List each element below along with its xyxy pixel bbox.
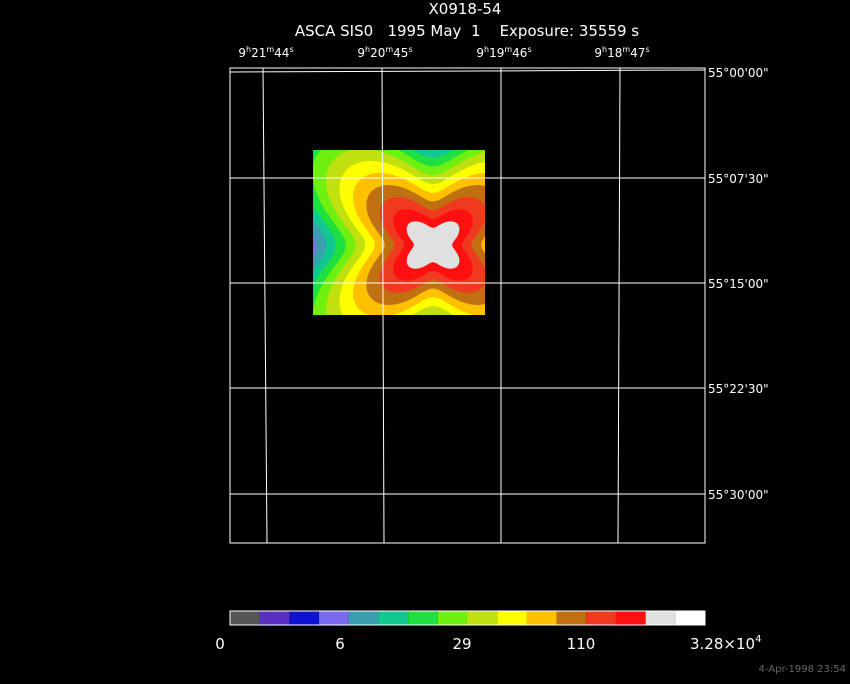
colorbar-cell [467, 611, 498, 625]
colorbar-label: 6 [335, 635, 345, 653]
ra-label-part: 45 [393, 46, 408, 60]
ra-label-part: 9 [594, 46, 602, 60]
colorbar-cell [615, 611, 646, 625]
colorbar-cell [437, 611, 468, 625]
colorbar-label: 29 [452, 635, 471, 653]
ra-label-part: 9 [238, 46, 246, 60]
ra-label-part: m [504, 45, 512, 54]
ra-label: 9h19m46s [476, 45, 531, 60]
colorbar-label: 0 [215, 635, 225, 653]
colorbar-label: 110 [567, 635, 596, 653]
colorbar-frame [229, 610, 706, 626]
ra-label-part: s [289, 45, 293, 54]
dec-label: 55°22'30" [708, 382, 769, 396]
ra-label-part: m [266, 45, 274, 54]
grid-line [229, 69, 706, 73]
colorbar-cell [526, 611, 557, 625]
ra-label: 9h18m47s [594, 45, 649, 60]
exposure-image [313, 150, 485, 315]
ra-label-part: h [365, 45, 370, 54]
ra-label-part: s [527, 45, 531, 54]
ra-label-part: 9 [476, 46, 484, 60]
colorbar-cell [645, 611, 676, 625]
ra-label-part: 47 [630, 46, 645, 60]
ra-label-part: 21 [251, 46, 266, 60]
ra-label-part: h [246, 45, 251, 54]
ra-label-part: 20 [370, 46, 385, 60]
colorbar-cell [319, 611, 349, 625]
grid-line [617, 67, 621, 544]
colorbar-label-base: 3.28×10 [690, 635, 755, 653]
dec-label: 55°15'00" [708, 277, 769, 291]
ra-label-part: 19 [489, 46, 504, 60]
colorbar-cell [408, 611, 438, 625]
colorbar-cell [497, 611, 527, 625]
colorbar-cell [556, 611, 587, 625]
colorbar-label: 3.28×104 [690, 634, 761, 653]
ra-label: 9h20m45s [357, 45, 412, 60]
colorbar-cell [378, 611, 409, 625]
subtitle: ASCA SIS0 1995 May 1 Exposure: 35559 s [295, 22, 639, 40]
ra-label-part: 18 [607, 46, 622, 60]
ra-label-part: s [645, 45, 649, 54]
ra-label-part: s [408, 45, 412, 54]
colorbar-cell [348, 611, 379, 625]
dec-label: 55°00'00" [708, 66, 769, 80]
grid [229, 67, 706, 544]
colorbar-cell [586, 611, 616, 625]
ra-label-part: m [385, 45, 393, 54]
ra-label-part: 44 [274, 46, 289, 60]
title: X0918-54 [429, 0, 502, 18]
colorbar-cell [259, 611, 290, 625]
grid-line [262, 67, 268, 544]
colorbar-label-exp: 4 [755, 634, 761, 645]
ra-label-part: 46 [512, 46, 527, 60]
timestamp: 4-Apr-1998 23:54 [759, 664, 846, 675]
colorbar-cell [675, 611, 705, 625]
dec-label: 55°30'00" [708, 488, 769, 502]
grid-line [381, 67, 385, 544]
frame [229, 67, 706, 544]
ra-label-part: h [484, 45, 489, 54]
dec-label: 55°07'30" [708, 172, 769, 186]
ra-label-part: m [622, 45, 630, 54]
image-layer [406, 221, 460, 269]
ra-label-part: h [602, 45, 607, 54]
ra-label: 9h21m44s [238, 45, 293, 60]
colorbar-cell [289, 611, 320, 625]
colorbar-cell [230, 611, 260, 625]
ra-label-part: 9 [357, 46, 365, 60]
